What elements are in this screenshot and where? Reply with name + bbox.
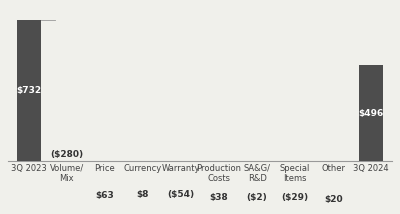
Text: $732: $732 [16,86,42,95]
Bar [55,161,79,214]
Text: $63: $63 [96,191,114,200]
Text: $8: $8 [137,190,149,199]
Bar [360,65,383,161]
Text: $20: $20 [324,195,342,204]
Bar [321,206,345,210]
Bar [17,20,41,161]
Bar [245,204,269,205]
Bar [207,204,231,211]
Text: $38: $38 [210,193,228,202]
Bar [283,205,307,210]
Text: $496: $496 [358,109,384,118]
Bar [131,201,155,203]
Text: ($280): ($280) [50,150,84,159]
Text: ($54): ($54) [168,190,194,199]
Bar [93,203,117,214]
Text: ($29): ($29) [282,193,309,202]
Bar [169,201,193,211]
Text: ($2): ($2) [247,193,268,202]
